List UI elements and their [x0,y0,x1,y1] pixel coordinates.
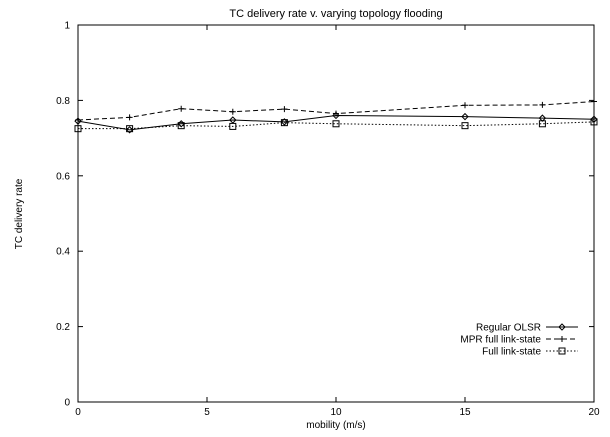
y-tick-label: 0.2 [56,322,70,333]
axis-ticks: 0 5 10 15 20 0 0.2 0.4 0.6 0.8 1 [56,21,600,419]
series-line-full-link-state [78,121,595,130]
legend-label-mpr-full-link-state: MPR full link-state [460,335,541,346]
series-line-mpr-full-link-state [77,101,595,121]
y-axis-label: TC delivery rate [14,178,25,249]
data-point-mpr-full-link-state [462,102,468,109]
series-full-link-state [74,118,598,133]
data-point-regular-olsr [280,118,289,126]
data-point-mpr-full-link-state [333,110,339,117]
data-point-regular-olsr [461,112,469,121]
x-tick-label: 5 [204,407,210,418]
y-tick-label: 0.4 [56,247,70,258]
data-point-full-link-state [538,120,546,128]
data-point-regular-olsr [332,111,340,120]
y-tick-label: 0.8 [56,96,70,107]
data-point-full-link-state [461,122,469,130]
data-point-mpr-full-link-state [75,117,81,124]
y-tick-label: 0.6 [56,171,70,182]
data-point-full-link-state [280,119,288,127]
x-tick-label: 10 [330,407,342,418]
data-point-mpr-full-link-state [591,98,597,105]
series-mpr-full-link-state [75,98,597,124]
data-point-regular-olsr [590,115,598,123]
data-point-mpr-full-link-state [126,114,133,121]
series-layer [74,98,598,134]
x-tick-label: 20 [588,407,600,418]
data-point-mpr-full-link-state [281,106,288,113]
legend-marker-regular-olsr [558,323,566,331]
data-point-mpr-full-link-state [229,108,236,115]
y-tick-label: 1 [64,21,70,32]
legend-marker-full-link-state [558,347,566,355]
data-point-full-link-state [332,120,340,128]
data-point-mpr-full-link-state [178,105,185,112]
legend-label-full-link-state: Full link-state [482,347,541,358]
y-tick-label: 0 [64,398,70,409]
legend-label-regular-olsr: Regular OLSR [476,323,541,334]
data-point-full-link-state [590,118,598,126]
x-axis-label: mobility (m/s) [306,420,365,431]
series-line-regular-olsr [77,114,595,131]
x-tick-label: 15 [459,407,471,418]
data-point-mpr-full-link-state [539,101,546,108]
chart-title: TC delivery rate v. varying topology flo… [229,8,442,20]
data-point-full-link-state [126,125,134,133]
x-tick-label: 0 [75,407,81,418]
data-point-full-link-state [177,122,185,130]
legend-marker-mpr-full-link-state [559,336,565,342]
data-point-full-link-state [74,125,82,133]
data-point-full-link-state [229,122,237,130]
